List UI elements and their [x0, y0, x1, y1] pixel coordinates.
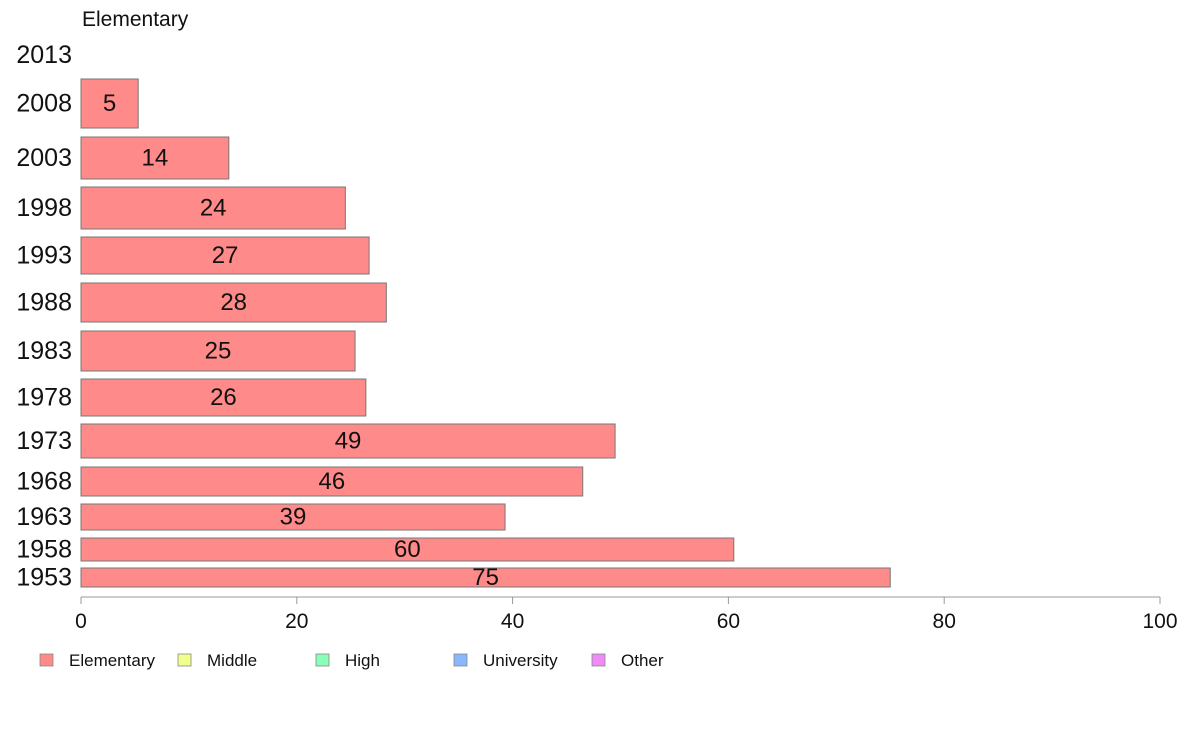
data-label: 5 [103, 90, 116, 117]
x-tick-label: 20 [285, 610, 308, 633]
bar [80, 567, 891, 588]
category-label: 1988 [16, 289, 72, 317]
legend: Elementary Middle High University Other [39, 651, 664, 670]
data-label: 26 [210, 384, 237, 411]
data-label: 25 [205, 338, 232, 365]
category-label: 1993 [16, 242, 72, 270]
category-label: 1953 [16, 564, 72, 592]
bar [80, 378, 367, 417]
bar [80, 236, 370, 275]
x-axis-ticks: 0 20 40 60 80 100 [75, 597, 1178, 633]
data-label: 27 [212, 242, 239, 269]
x-tick-label: 100 [1142, 610, 1177, 633]
category-label: 1978 [16, 384, 72, 412]
data-label: 75 [472, 564, 499, 591]
legend-label: Other [621, 651, 664, 670]
legend-label: Elementary [69, 651, 155, 670]
data-label: 28 [220, 289, 247, 316]
legend-swatch [453, 653, 468, 667]
category-labels: 2013 2008 2003 1998 1993 1988 1983 1978 1973 1968… [16, 41, 72, 592]
category-label: 2003 [16, 144, 72, 172]
category-label: 2013 [16, 41, 72, 69]
data-label: 49 [335, 428, 362, 455]
category-label: 1973 [16, 427, 72, 455]
panel-title: Elementary [82, 8, 189, 31]
category-label: 1963 [16, 503, 72, 531]
legend-swatch [315, 653, 330, 667]
bar [80, 423, 616, 459]
category-label: 1958 [16, 536, 72, 564]
legend-label: Middle [207, 651, 257, 670]
data-labels: 5 14 24 27 28 25 26 49 46 39 60 75 [103, 90, 499, 591]
data-label: 46 [319, 468, 346, 495]
bar [80, 78, 139, 129]
category-label: 1968 [16, 468, 72, 496]
x-tick-label: 40 [501, 610, 524, 633]
bar [80, 136, 230, 180]
bar [80, 330, 356, 372]
bar [80, 282, 387, 323]
legend-swatch [39, 653, 54, 667]
bar [80, 186, 346, 230]
x-tick-label: 0 [75, 610, 87, 633]
bar [80, 537, 735, 562]
bars-group [80, 78, 891, 588]
legend-label: High [345, 651, 380, 670]
category-label: 1998 [16, 194, 72, 222]
bar [80, 503, 506, 531]
x-tick-label: 80 [933, 610, 956, 633]
legend-swatch [591, 653, 606, 667]
legend-swatch [177, 653, 192, 667]
data-label: 60 [394, 536, 421, 563]
data-label: 24 [200, 195, 227, 222]
category-label: 1983 [16, 337, 72, 365]
legend-label: University [483, 651, 558, 670]
bar [80, 466, 584, 497]
data-label: 39 [280, 504, 307, 531]
category-label: 2008 [16, 90, 72, 118]
x-tick-label: 60 [717, 610, 740, 633]
data-label: 14 [142, 145, 169, 172]
